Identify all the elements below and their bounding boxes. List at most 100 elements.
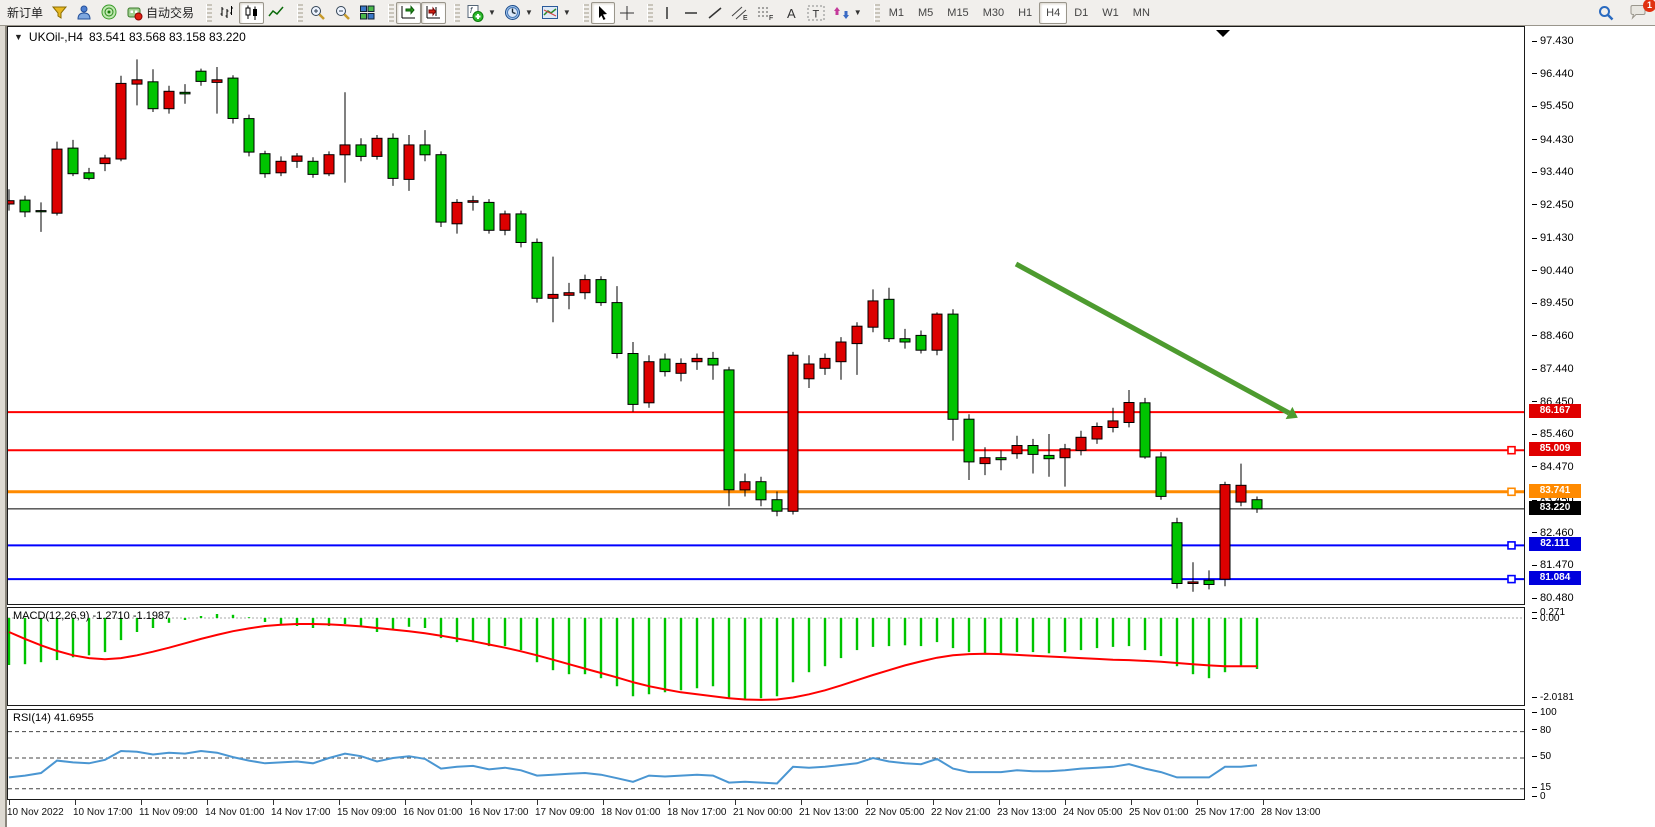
timeframe-m15[interactable]: M15 <box>940 2 975 24</box>
crosshair-button[interactable] <box>615 2 639 24</box>
new-order-button[interactable]: 新订单 <box>3 2 47 24</box>
zoom-in-button[interactable] <box>305 2 330 24</box>
rsi-indicator-pane[interactable]: RSI(14) 41.6955 <box>7 709 1525 800</box>
toolbar-grip[interactable] <box>873 3 880 22</box>
candle <box>515 210 527 248</box>
shift-marker-icon[interactable] <box>1216 30 1230 37</box>
toolbar-grip[interactable] <box>297 3 304 22</box>
shapes-button[interactable]: ▼ <box>829 2 866 24</box>
time-label: 18 Nov 17:00 <box>667 807 727 818</box>
line-handle[interactable] <box>1507 487 1516 497</box>
candlestick-series <box>8 59 1263 592</box>
trendline-button[interactable] <box>703 2 727 24</box>
chevron-down-icon[interactable]: ▼ <box>853 8 862 17</box>
time-tick <box>1131 800 1132 805</box>
rsi-label: RSI(14) 41.6955 <box>13 712 94 724</box>
indicators-button[interactable]: f ▼ <box>462 2 500 24</box>
tile-windows-button[interactable] <box>355 2 380 24</box>
auto-scroll-button[interactable] <box>396 1 422 24</box>
time-label: 17 Nov 09:00 <box>535 807 595 818</box>
svg-text:A: A <box>787 6 796 21</box>
indicator-axis-label: 80 <box>1532 725 1551 736</box>
chevron-down-icon[interactable]: ▼ <box>524 8 533 17</box>
toolbar-grip[interactable] <box>646 3 653 22</box>
price-tick: 88.460 <box>1532 330 1574 342</box>
periods-button[interactable]: ▼ <box>500 2 537 24</box>
timeframe-h4[interactable]: H4 <box>1039 1 1068 24</box>
candle <box>1155 452 1167 500</box>
zoom-out-button[interactable] <box>330 2 355 24</box>
timeframe-m30[interactable]: M30 <box>976 2 1011 24</box>
candle <box>275 156 287 177</box>
candle <box>1011 435 1023 459</box>
timeframe-m1[interactable]: M1 <box>882 2 911 24</box>
time-tick <box>735 800 736 805</box>
line-handle[interactable] <box>1507 445 1516 455</box>
time-label: 10 Nov 17:00 <box>73 807 133 818</box>
toolbar-grip[interactable] <box>582 3 589 22</box>
candle <box>1219 481 1231 587</box>
timeframe-m5[interactable]: M5 <box>911 2 940 24</box>
button-label: 自动交易 <box>146 6 195 20</box>
svg-text:F: F <box>769 15 773 21</box>
line-handle[interactable] <box>1507 541 1516 550</box>
symbol-label: UKOil-,H4 <box>28 30 83 44</box>
toolbar-grip[interactable] <box>388 3 395 22</box>
bar-chart-button[interactable] <box>214 2 239 24</box>
channel-button[interactable]: E <box>727 2 753 24</box>
timeframe-toolbar: M1 M5 M15 M30 H1 H4 D1 W1 MN <box>869 0 1160 26</box>
time-tick <box>867 800 868 805</box>
cursor-button[interactable] <box>590 1 615 24</box>
macd-signal-line <box>8 623 1257 701</box>
history-center-button[interactable] <box>47 2 72 24</box>
fibonacci-button[interactable]: F <box>753 2 779 24</box>
horizontal-line-81.084[interactable] <box>8 574 1524 584</box>
text-t-icon: T <box>807 5 825 21</box>
price-chart-pane[interactable]: ▼ UKOil-,H4 83.541 83.568 83.158 83.220 <box>7 26 1525 605</box>
toolbar-grip[interactable] <box>206 3 213 22</box>
horizontal-line-82.111[interactable] <box>8 541 1524 550</box>
label-button[interactable]: T <box>803 2 829 24</box>
candle <box>995 450 1007 471</box>
chevron-down-icon[interactable]: ▼ <box>488 8 496 17</box>
toolbar-group <box>201 0 292 26</box>
search-button[interactable] <box>1593 2 1619 24</box>
toolbar-group: f ▼ ▼ ▼ <box>449 0 578 26</box>
accounts-button[interactable] <box>72 2 97 24</box>
time-tick <box>9 800 10 805</box>
line-chart-button[interactable] <box>264 2 289 24</box>
time-label: 23 Nov 13:00 <box>997 807 1057 818</box>
time-axis[interactable]: 10 Nov 2022 10 Nov 17:00 11 Nov 09:00 14 No… <box>7 800 1525 827</box>
trend-arrow[interactable] <box>1014 261 1298 420</box>
timeframe-w1[interactable]: W1 <box>1095 2 1126 24</box>
clock-icon <box>504 4 521 21</box>
notifications-button[interactable]: 1 <box>1625 0 1655 24</box>
text-button[interactable]: A <box>779 2 803 24</box>
price-tick: 96.440 <box>1532 68 1574 80</box>
candle <box>819 353 831 375</box>
templates-button[interactable]: ▼ <box>537 2 575 24</box>
macd-indicator-pane[interactable]: MACD(12,26,9) -1.2710 -1.1987 <box>7 607 1525 706</box>
timeframe-h1[interactable]: H1 <box>1011 2 1039 24</box>
line-handle[interactable] <box>1507 574 1516 584</box>
hline-button[interactable] <box>679 2 703 24</box>
toolbar-grip[interactable] <box>454 3 461 22</box>
person-icon <box>76 4 93 21</box>
chevron-down-icon[interactable]: ▼ <box>562 8 571 17</box>
timeframe-mn[interactable]: MN <box>1126 2 1157 24</box>
auto-trading-button[interactable]: 自动交易 <box>122 2 198 24</box>
price-axis[interactable]: 97.430 96.440 95.450 94.430 93.440 92.450 91.4… <box>1526 26 1655 827</box>
time-label: 11 Nov 09:00 <box>139 807 198 818</box>
chart-shift-button[interactable] <box>421 1 447 24</box>
autotrade-icon <box>126 4 143 21</box>
candle <box>179 84 191 104</box>
signals-button[interactable] <box>97 2 122 24</box>
candle <box>259 150 271 178</box>
collapse-triangle-icon[interactable]: ▼ <box>14 32 23 42</box>
vline-button[interactable] <box>655 2 679 24</box>
candle-chart-button[interactable] <box>239 1 265 24</box>
price-tick: 82.460 <box>1532 527 1574 539</box>
horizontal-line-85.009[interactable] <box>8 445 1524 455</box>
main-toolbar: 新订单 自动交易 f ▼ ▼ ▼ E F A T ▼ M1 M5 M15 M30 H1 H4 D1 W1 MN 1 <box>0 0 1655 26</box>
timeframe-d1[interactable]: D1 <box>1067 2 1095 24</box>
